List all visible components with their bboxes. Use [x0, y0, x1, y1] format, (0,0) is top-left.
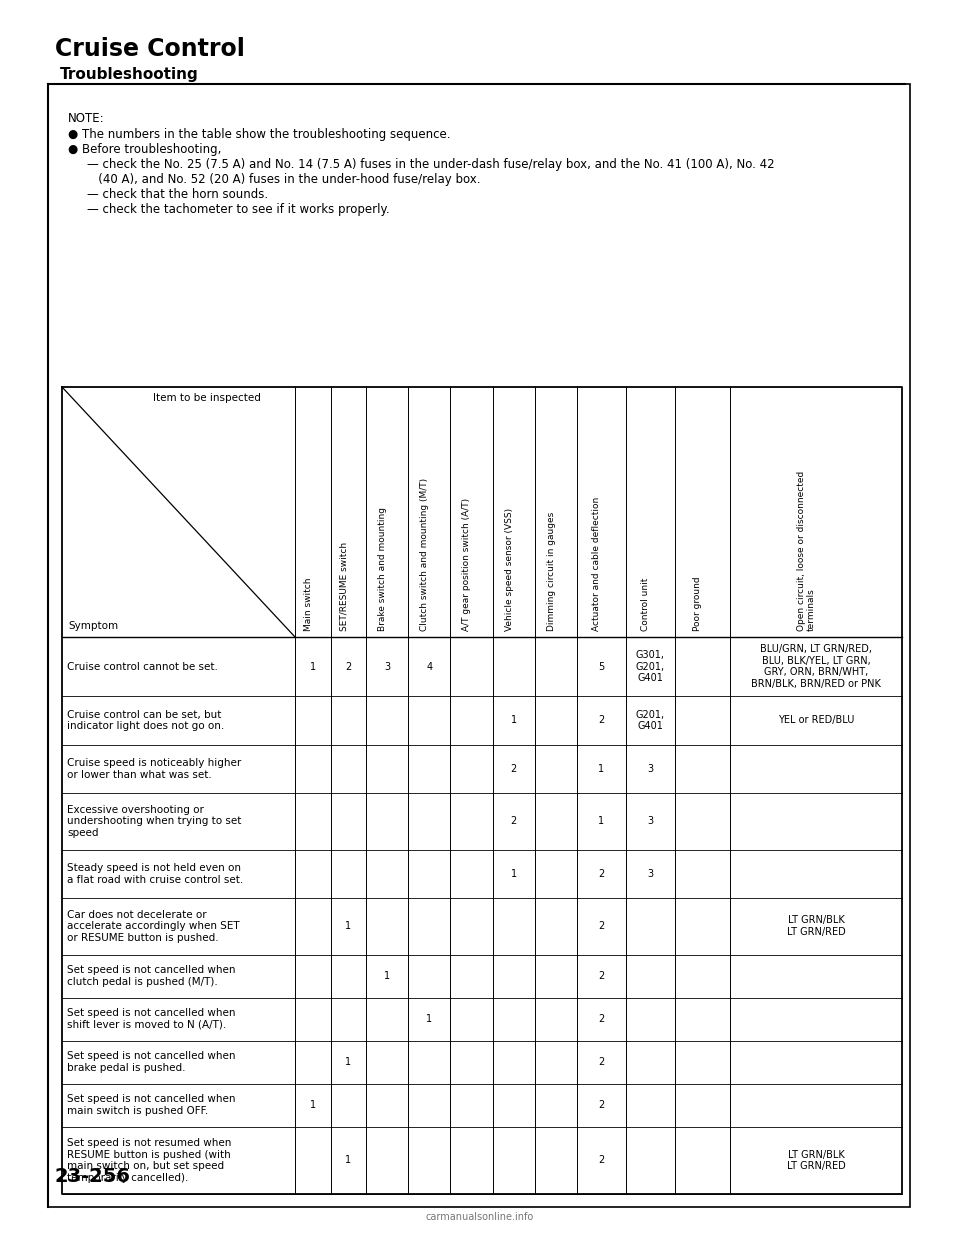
Text: (40 A), and No. 52 (20 A) fuses in the under-hood fuse/relay box.: (40 A), and No. 52 (20 A) fuses in the u…	[72, 173, 481, 186]
Text: — check that the horn sounds.: — check that the horn sounds.	[72, 188, 268, 201]
Text: Control unit: Control unit	[641, 578, 650, 631]
Text: 2: 2	[598, 922, 605, 932]
Text: Car does not decelerate or
accelerate accordingly when SET
or RESUME button is p: Car does not decelerate or accelerate ac…	[67, 909, 240, 943]
Text: carmanualsonline.info: carmanualsonline.info	[426, 1212, 534, 1222]
Text: LT GRN/BLK
LT GRN/RED: LT GRN/BLK LT GRN/RED	[786, 1150, 846, 1171]
Text: 2: 2	[598, 1155, 605, 1165]
Text: 1: 1	[511, 869, 516, 879]
Text: Set speed is not cancelled when
clutch pedal is pushed (M/T).: Set speed is not cancelled when clutch p…	[67, 965, 235, 987]
Text: ● Before troubleshooting,: ● Before troubleshooting,	[68, 143, 222, 156]
Text: 5: 5	[598, 662, 605, 672]
Bar	[48, 84, 910, 1207]
Text: 2: 2	[598, 715, 605, 725]
Text: Clutch switch and mounting (M/T): Clutch switch and mounting (M/T)	[420, 478, 429, 631]
Text: — check the tachometer to see if it works properly.: — check the tachometer to see if it work…	[72, 202, 390, 216]
Text: 3: 3	[384, 662, 390, 672]
Text: 2: 2	[511, 816, 516, 826]
Text: 2: 2	[598, 971, 605, 981]
Text: 1: 1	[310, 1100, 316, 1110]
Text: 1: 1	[346, 1057, 351, 1067]
Text: 1: 1	[598, 816, 605, 826]
Text: — check the No. 25 (7.5 A) and No. 14 (7.5 A) fuses in the under-dash fuse/relay: — check the No. 25 (7.5 A) and No. 14 (7…	[72, 158, 775, 171]
Text: Cruise Control: Cruise Control	[55, 37, 245, 61]
Text: Troubleshooting: Troubleshooting	[60, 67, 199, 82]
Text: Set speed is not resumed when
RESUME button is pushed (with
main switch on, but : Set speed is not resumed when RESUME but…	[67, 1138, 231, 1182]
Text: Vehicle speed sensor (VSS): Vehicle speed sensor (VSS)	[505, 508, 514, 631]
Text: 3: 3	[647, 764, 653, 774]
Text: Cruise control cannot be set.: Cruise control cannot be set.	[67, 662, 218, 672]
Text: 2: 2	[598, 1100, 605, 1110]
Text: 3: 3	[647, 869, 653, 879]
Text: 2: 2	[598, 1057, 605, 1067]
Text: 2: 2	[511, 764, 516, 774]
Text: 1: 1	[384, 971, 390, 981]
Text: Item to be inspected: Item to be inspected	[153, 392, 260, 402]
Text: LT GRN/BLK
LT GRN/RED: LT GRN/BLK LT GRN/RED	[786, 915, 846, 936]
Text: 1: 1	[346, 1155, 351, 1165]
Text: A/T gear position switch (A/T): A/T gear position switch (A/T)	[463, 498, 471, 631]
Text: 1: 1	[310, 662, 316, 672]
Text: ● The numbers in the table show the troubleshooting sequence.: ● The numbers in the table show the trou…	[68, 128, 450, 142]
Text: 2: 2	[598, 869, 605, 879]
Text: Symptom: Symptom	[68, 621, 118, 631]
Text: Steady speed is not held even on
a flat road with cruise control set.: Steady speed is not held even on a flat …	[67, 863, 243, 884]
Text: 2: 2	[346, 662, 351, 672]
Text: Set speed is not cancelled when
shift lever is moved to Ν (A/T).: Set speed is not cancelled when shift le…	[67, 1009, 235, 1030]
Text: YEL or RED/BLU: YEL or RED/BLU	[778, 715, 854, 725]
Text: Main switch: Main switch	[303, 578, 313, 631]
Text: Brake switch and mounting: Brake switch and mounting	[378, 507, 387, 631]
Text: 4: 4	[426, 662, 432, 672]
Text: Poor ground: Poor ground	[693, 576, 703, 631]
Text: Set speed is not cancelled when
main switch is pushed OFF.: Set speed is not cancelled when main swi…	[67, 1094, 235, 1117]
Text: BLU/GRN, LT GRN/RED,
BLU, BLK/YEL, LT GRN,
GRY, ORN, BRN/WHT,
BRN/BLK, BRN/RED o: BLU/GRN, LT GRN/RED, BLU, BLK/YEL, LT GR…	[751, 645, 881, 689]
Text: 1: 1	[511, 715, 516, 725]
Text: Cruise control can be set, but
indicator light does not go on.: Cruise control can be set, but indicator…	[67, 709, 225, 732]
Text: Actuator and cable deflection: Actuator and cable deflection	[592, 497, 601, 631]
Text: 1: 1	[346, 922, 351, 932]
Text: Cruise speed is noticeably higher
or lower than what was set.: Cruise speed is noticeably higher or low…	[67, 758, 241, 780]
Text: Set speed is not cancelled when
brake pedal is pushed.: Set speed is not cancelled when brake pe…	[67, 1051, 235, 1073]
Text: NOTE:: NOTE:	[68, 112, 105, 125]
Text: Excessive overshooting or
undershooting when trying to set
speed: Excessive overshooting or undershooting …	[67, 805, 241, 838]
Text: SET/RESUME switch: SET/RESUME switch	[339, 542, 348, 631]
Text: G301,
G201,
G401: G301, G201, G401	[636, 650, 664, 683]
Text: Open circuit, loose or disconnected
terminals: Open circuit, loose or disconnected term…	[797, 471, 816, 631]
Text: G201,
G401: G201, G401	[636, 709, 664, 732]
Text: 1: 1	[598, 764, 605, 774]
Text: 23-256: 23-256	[55, 1167, 131, 1186]
Text: 1: 1	[426, 1015, 432, 1025]
Text: Dimming circuit in gauges: Dimming circuit in gauges	[547, 512, 556, 631]
Text: 2: 2	[598, 1015, 605, 1025]
Text: 3: 3	[647, 816, 653, 826]
